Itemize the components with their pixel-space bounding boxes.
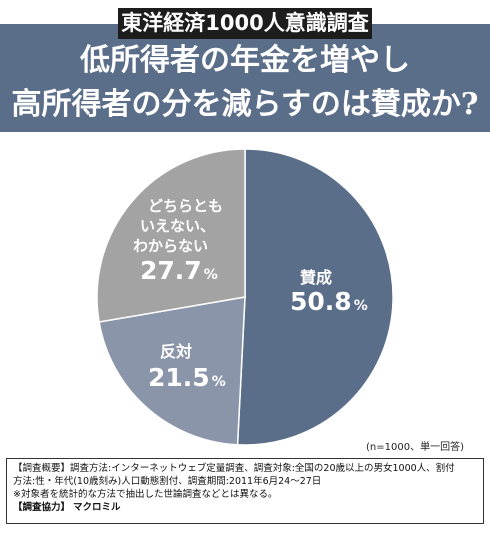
pie-slices — [96, 148, 394, 446]
series-tag: 東洋経済1000人意識調査 — [118, 8, 372, 39]
sample-note: (n=1000、単一回答) — [366, 442, 464, 453]
pie-slice-neutral — [96, 148, 246, 323]
slice-value-neutral-unit: % — [204, 267, 218, 283]
footnote-line-1: 【調査概要】調査方法:インターネットウェブ定量調査、調査対象:全国の20歳以上の… — [13, 463, 455, 474]
slice-value-neutral: 27.7% — [140, 256, 218, 285]
slice-value-neutral-number: 27.7 — [140, 256, 202, 285]
slice-label-neutral-line1: どちらとも — [148, 197, 223, 215]
slice-value-agree: 50.8% — [290, 287, 368, 316]
pie-slice-agree — [236, 148, 394, 446]
slice-value-agree-unit: % — [354, 298, 368, 314]
slice-value-agree-number: 50.8 — [290, 287, 352, 316]
footnote-credit-label: 【調査協力】 — [13, 502, 71, 513]
slice-value-disagree: 21.5% — [148, 363, 226, 392]
title-band: 低所得者の年金を増やし 高所得者の分を減らすのは賛成か? — [0, 24, 490, 132]
slice-label-disagree: 反対 — [160, 342, 192, 361]
survey-footnote: 【調査概要】調査方法:インターネットウェブ定量調査、調査対象:全国の20歳以上の… — [6, 458, 484, 524]
footnote-credit-value: マクロミル — [73, 502, 121, 513]
slice-label-neutral-line2: いえない、 — [140, 217, 215, 235]
footnote-line-3: ※対象者を統計的な方法で抽出した世論調査などとは異なる。 — [13, 489, 278, 500]
footnote-line-2: 方法:性・年代(10歳刻み)人口動態割付、調査期間:2011年6月24〜27日 — [13, 476, 322, 487]
slice-value-disagree-number: 21.5 — [148, 363, 210, 392]
slice-label-neutral-line3: わからない — [133, 237, 208, 255]
footnote-line-4: 【調査協力】 マクロミル — [13, 501, 477, 514]
pie-slice-disagree — [98, 296, 246, 446]
slice-value-disagree-unit: % — [212, 374, 226, 390]
title-line-1: 低所得者の年金を増やし — [80, 43, 410, 78]
slice-label-agree: 賛成 — [300, 268, 332, 287]
title-line-2: 高所得者の分を減らすのは賛成か? — [11, 87, 479, 122]
